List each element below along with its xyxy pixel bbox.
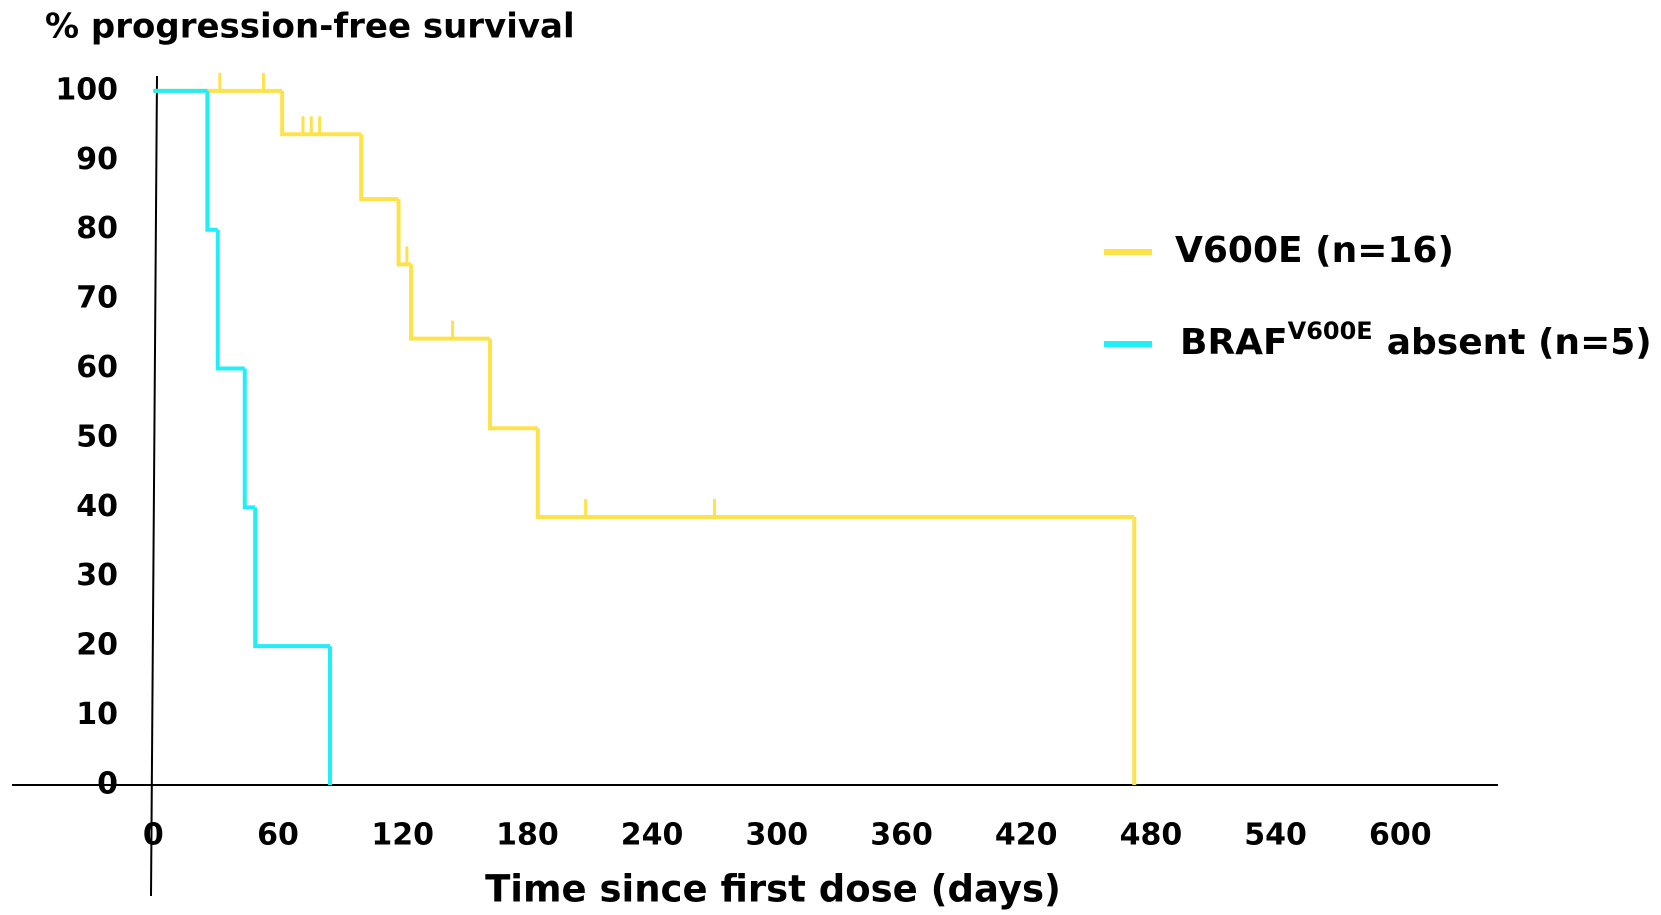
y-tick-label: 0 xyxy=(97,766,118,801)
chart-title: % progression-free survival xyxy=(45,7,575,47)
survival-step xyxy=(253,507,330,649)
survival-step xyxy=(215,229,245,371)
survival-step xyxy=(359,134,399,202)
survival-step xyxy=(242,368,256,510)
legend-label: BRAFV600E absent (n=5) xyxy=(1180,317,1652,363)
y-tick-label: 20 xyxy=(76,628,118,663)
y-tick-label: 50 xyxy=(76,419,118,454)
x-tick-label: 180 xyxy=(496,818,559,853)
y-tick-label: 40 xyxy=(76,489,118,524)
survival-step xyxy=(205,90,218,232)
legend-superscript: V600E xyxy=(1288,317,1373,345)
x-tick-label: 240 xyxy=(621,818,684,853)
x-tick-label: 0 xyxy=(143,818,164,853)
y-tick-label: 80 xyxy=(76,211,118,246)
legend-text: BRAF xyxy=(1180,322,1288,363)
survival-step xyxy=(409,264,491,341)
x-axis-label: Time since first dose (days) xyxy=(485,868,1061,911)
x-tick-label: 60 xyxy=(257,818,299,853)
x-tick-label: 120 xyxy=(371,818,434,853)
y-tick-label: 30 xyxy=(76,558,118,593)
y-tick-label: 60 xyxy=(76,350,118,385)
x-tick-label: 480 xyxy=(1120,818,1183,853)
legend-label: V600E (n=16) xyxy=(1175,230,1454,271)
x-tick-label: 600 xyxy=(1369,818,1432,853)
legend-text: absent (n=5) xyxy=(1387,322,1652,363)
survival-step xyxy=(535,428,1135,520)
x-tick-label: 360 xyxy=(870,818,933,853)
y-tick-label: 100 xyxy=(55,72,118,107)
y-tick-label: 70 xyxy=(76,281,118,316)
y-tick-label: 10 xyxy=(76,697,118,732)
x-tick-label: 420 xyxy=(995,818,1058,853)
x-tick-label: 300 xyxy=(746,818,809,853)
y-axis xyxy=(150,75,158,897)
survival-step xyxy=(488,338,538,431)
survival-step xyxy=(396,199,412,267)
survival-step xyxy=(280,90,362,137)
x-tick-label: 540 xyxy=(1244,818,1307,853)
y-tick-label: 90 xyxy=(76,142,118,177)
